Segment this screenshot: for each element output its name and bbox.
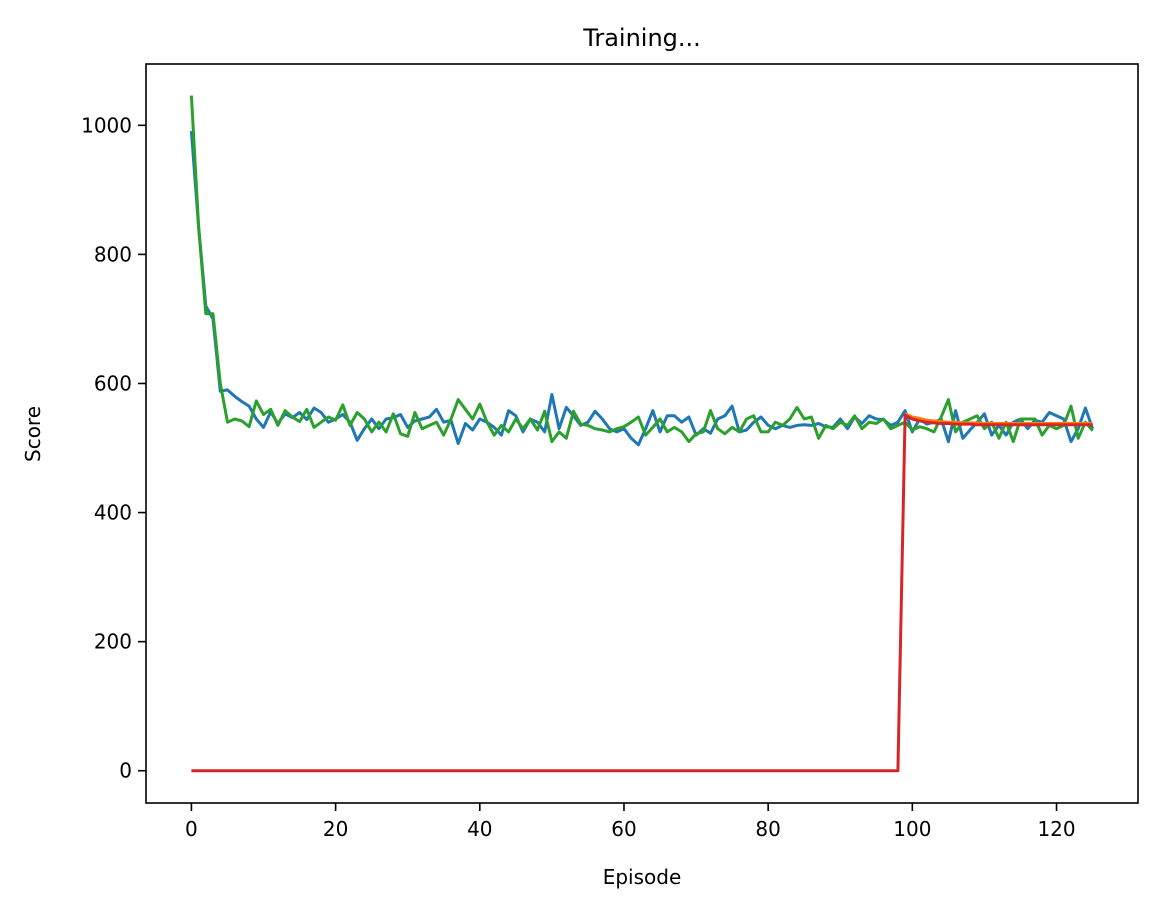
series-line-0 xyxy=(189,130,1095,447)
y-tick-label: 0 xyxy=(119,759,132,783)
x-axis-label: Episode xyxy=(603,865,682,889)
x-tick-label: 120 xyxy=(1037,817,1075,841)
y-tick-label: 600 xyxy=(94,371,132,395)
y-tick-label: 200 xyxy=(94,630,132,654)
series-line-3 xyxy=(191,413,1093,773)
x-tick-label: 100 xyxy=(893,817,931,841)
x-tick-label: 40 xyxy=(467,817,492,841)
axes-frame xyxy=(145,63,1139,804)
x-tick-label: 0 xyxy=(185,817,198,841)
y-tick-label: 1000 xyxy=(81,113,132,137)
x-axis-ticks: 0 20 40 60 80 100 120 xyxy=(185,803,1076,841)
y-axis-label: Score xyxy=(21,406,45,462)
chart-title: Training... xyxy=(582,24,701,52)
series-line-1 xyxy=(189,95,1094,444)
y-tick-label: 800 xyxy=(94,242,132,266)
x-tick-label: 60 xyxy=(611,817,636,841)
series-lines xyxy=(189,95,1095,773)
y-tick-label: 400 xyxy=(94,501,132,525)
x-tick-label: 80 xyxy=(755,817,780,841)
y-axis-ticks: 0 200 400 600 800 1000 xyxy=(81,113,146,783)
x-tick-label: 20 xyxy=(323,817,348,841)
